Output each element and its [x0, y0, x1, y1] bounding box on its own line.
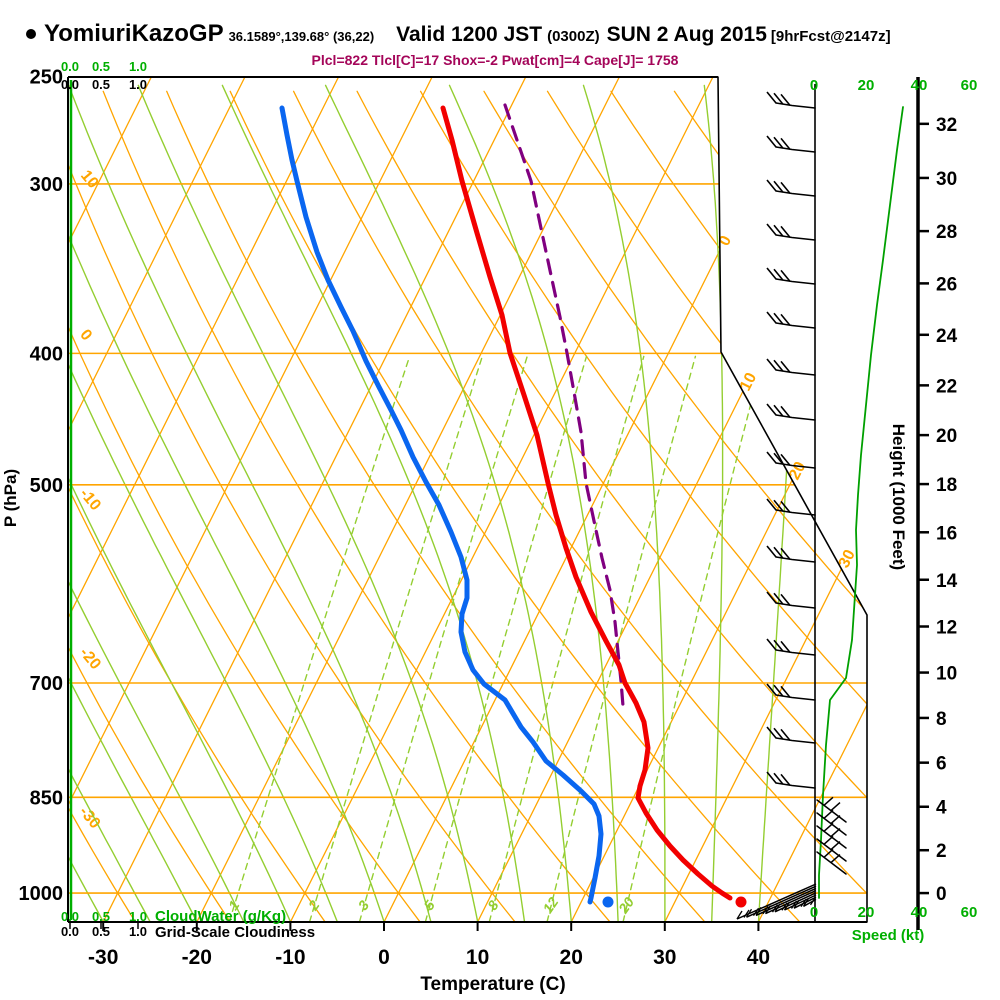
cloudwater-scale-bottom: 0.0: [61, 909, 79, 924]
isotherm-label: 30: [836, 547, 859, 571]
pressure-axis-title: P (hPa): [1, 469, 20, 527]
cloudwater-scale-bottom: 1.0: [129, 909, 147, 924]
mixing-ratio-label: 12: [539, 894, 561, 916]
temperature-tick-label: 40: [747, 946, 770, 969]
cloudiness-scale-top: 0.5: [92, 77, 110, 92]
stability-indices: Plcl=822 Tlcl[C]=17 Shox=-2 Pwat[cm]=4 C…: [311, 52, 679, 68]
height-tick-label: 20: [936, 426, 957, 447]
valid-date: SUN 2 Aug 2015: [606, 23, 767, 46]
cloudwater-scale-top: 0.0: [61, 59, 79, 74]
temperature-tick-label: 30: [653, 946, 676, 969]
speed-tick-label-bottom: 20: [858, 904, 875, 921]
pressure-tick-label: 700: [30, 673, 63, 695]
temperature-tick-label: -20: [182, 946, 212, 969]
cloudwater-scale-top: 0.5: [92, 59, 110, 74]
mixing-ratio-label: 8: [484, 897, 502, 913]
isotherm-label: 10: [737, 370, 760, 394]
station-coords: 36.1589°,139.68° (36,22): [228, 29, 375, 44]
valid-time-z: (0300Z): [547, 28, 600, 45]
cloudiness-scale-top: 0.0: [61, 77, 79, 92]
speed-tick-label-top: 20: [858, 77, 875, 94]
height-tick-label: 8: [936, 709, 947, 730]
height-tick-label: 24: [936, 326, 958, 347]
cloudiness-scale-bottom: 1.0: [129, 924, 147, 939]
speed-tick-label-top: 40: [911, 77, 928, 94]
height-tick-label: 14: [936, 571, 958, 592]
valid-time: Valid 1200 JST: [396, 23, 543, 46]
height-tick-label: 0: [936, 884, 947, 905]
cloudwater-axis-title: CloudWater (g/Kg): [155, 908, 286, 925]
height-axis-title: Height (1000 Feet): [889, 424, 908, 570]
surface-temperature-dot: [735, 896, 747, 908]
temperature-tick-label: 20: [560, 946, 583, 969]
forecast-tag: [9hrFcst@2147z]: [770, 28, 891, 45]
height-tick-label: 12: [936, 618, 957, 639]
speed-tick-label-bottom: 0: [810, 904, 818, 921]
mixing-ratio-label: 20: [615, 894, 638, 917]
height-tick-label: 10: [936, 664, 957, 685]
station-name: YomiuriKazoGP: [44, 20, 224, 47]
height-tick-label: 6: [936, 754, 947, 775]
height-tick-label: 26: [936, 274, 957, 295]
surface-dewpoint-dot: [602, 896, 614, 908]
pressure-tick-label: 1000: [19, 883, 64, 905]
speed-axis-title: Speed (kt): [852, 927, 925, 944]
height-tick-label: 22: [936, 376, 957, 397]
temperature-axis-title: Temperature (C): [420, 974, 565, 995]
dry-adiabat-label: 10: [77, 167, 102, 192]
cloudiness-scale-top: 1.0: [129, 77, 147, 92]
temperature-tick-label: -30: [88, 946, 118, 969]
speed-tick-label-bottom: 60: [961, 904, 978, 921]
height-tick-label: 28: [936, 222, 957, 243]
height-tick-label: 18: [936, 475, 957, 496]
pressure-tick-label: 500: [30, 475, 63, 497]
height-tick-label: 30: [936, 169, 957, 190]
cloudiness-scale-bottom: 0.0: [61, 924, 79, 939]
temperature-tick-label: 10: [466, 946, 489, 969]
dry-adiabat-label: 0: [76, 326, 95, 344]
chart-title: YomiuriKazoGP 36.1589°,139.68° (36,22) V…: [26, 20, 996, 48]
pressure-tick-label: 250: [30, 67, 63, 89]
isotherm-label: 20: [786, 459, 809, 483]
height-tick-label: 16: [936, 523, 957, 544]
mixing-ratio-label: 2: [304, 897, 322, 914]
speed-tick-label-top: 0: [810, 77, 818, 94]
height-tick-label: 2: [936, 841, 947, 862]
height-tick-label: 4: [936, 798, 947, 819]
mixing-ratio-label: 3: [355, 897, 373, 913]
cloudwater-scale-top: 1.0: [129, 59, 147, 74]
pressure-tick-label: 400: [30, 343, 63, 365]
mixing-ratio-label: 5: [420, 897, 438, 913]
cloudiness-scale-bottom: 0.5: [92, 924, 110, 939]
pressure-tick-label: 850: [30, 787, 63, 809]
cloudwater-scale-bottom: 0.5: [92, 909, 110, 924]
speed-tick-label-top: 60: [961, 77, 978, 94]
bullet-icon: [26, 29, 36, 39]
speed-tick-label-bottom: 40: [911, 904, 928, 921]
height-tick-label: 32: [936, 115, 957, 136]
temperature-tick-label: 0: [378, 946, 390, 969]
temperature-tick-label: -10: [275, 946, 305, 969]
dry-adiabat-label: -10: [76, 485, 104, 514]
cloudiness-axis-title: Grid-Scale Cloudiness: [155, 924, 315, 941]
pressure-tick-label: 300: [30, 174, 63, 196]
